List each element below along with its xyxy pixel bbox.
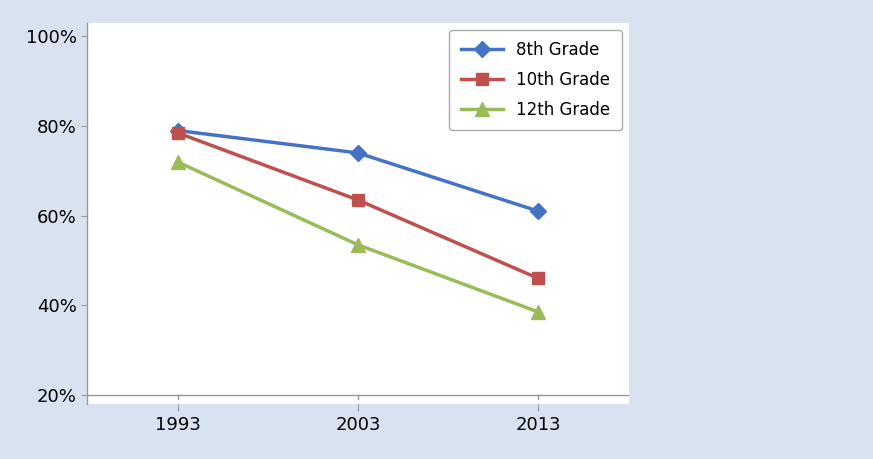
8th Grade <box>172 128 182 133</box>
Line: 10th Grade: 10th Grade <box>171 127 545 285</box>
12th Grade <box>172 159 182 165</box>
8th Grade <box>533 208 544 214</box>
10th Grade <box>533 276 544 281</box>
10th Grade <box>172 130 182 135</box>
12th Grade <box>353 242 363 247</box>
Line: 8th Grade: 8th Grade <box>172 125 544 217</box>
12th Grade <box>533 309 544 315</box>
Line: 12th Grade: 12th Grade <box>170 155 546 319</box>
8th Grade <box>353 150 363 156</box>
Legend: 8th Grade, 10th Grade, 12th Grade: 8th Grade, 10th Grade, 12th Grade <box>450 30 622 130</box>
10th Grade <box>353 197 363 203</box>
